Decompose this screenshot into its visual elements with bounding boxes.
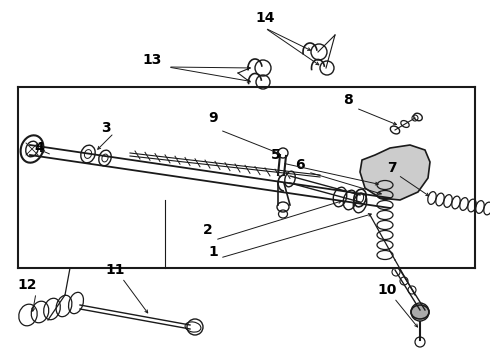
Text: 10: 10 [377,283,397,297]
Text: 12: 12 [17,278,37,292]
Text: 9: 9 [208,111,218,125]
Text: 3: 3 [101,121,111,135]
Text: 7: 7 [387,161,397,175]
Text: 5: 5 [271,148,281,162]
Text: 2: 2 [203,223,213,237]
Text: 1: 1 [208,245,218,259]
Text: 6: 6 [295,158,305,172]
Text: 8: 8 [343,93,353,107]
Text: 14: 14 [255,11,275,25]
Polygon shape [360,145,430,200]
Ellipse shape [411,305,429,319]
Text: 11: 11 [105,263,125,277]
Text: 13: 13 [142,53,162,67]
Text: 4: 4 [34,141,44,155]
